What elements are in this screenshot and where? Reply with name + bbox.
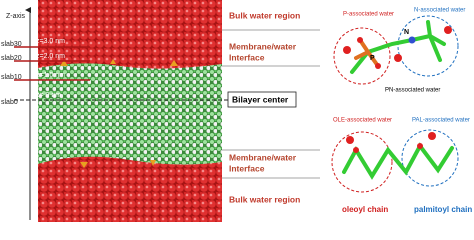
headgroup-molecule <box>333 15 459 85</box>
slab-lines <box>14 46 90 81</box>
axis-label: Z-axis <box>6 13 26 20</box>
annotation: P-associated water <box>343 12 394 18</box>
chain-label: oleoyl chain <box>342 205 388 214</box>
annotation: PN-associated water <box>385 88 440 94</box>
slab-label: slab0 <box>1 99 18 106</box>
region-label: Interface <box>229 52 265 62</box>
figure: Z-axis slab30 slab20 slab10 slab0 z=3.0 … <box>1 0 472 222</box>
z-label: z=2.0 nm <box>36 53 65 60</box>
slab-label: slab30 <box>1 41 22 48</box>
region-label: Membrane/water <box>229 152 297 162</box>
z-label: z=1.0 nm <box>36 72 65 79</box>
annotation: PAL-associated water <box>412 118 470 124</box>
region-label: Bulk water region <box>229 194 300 204</box>
region-label: Bilayer center <box>232 94 289 104</box>
chain-label: palmitoyl chain <box>414 205 472 214</box>
region-label: Membrane/water <box>229 41 297 51</box>
annotation: N-associated water <box>414 8 465 14</box>
atom-label: P <box>370 55 375 62</box>
atom-label: N <box>404 29 409 36</box>
slab-label: slab20 <box>1 55 22 62</box>
region-label: Bulk water region <box>229 10 300 20</box>
leader-lines <box>222 29 320 179</box>
annotation: OLE-associated water <box>333 118 392 124</box>
simulation-box <box>38 0 222 222</box>
region-label: Interface <box>229 163 265 173</box>
z-label: z= 0 nm <box>36 92 61 99</box>
center-box <box>227 91 297 108</box>
chain-molecule <box>331 129 459 193</box>
z-label: z=3.0 nm <box>36 38 65 45</box>
slab-label: slab10 <box>1 74 22 81</box>
